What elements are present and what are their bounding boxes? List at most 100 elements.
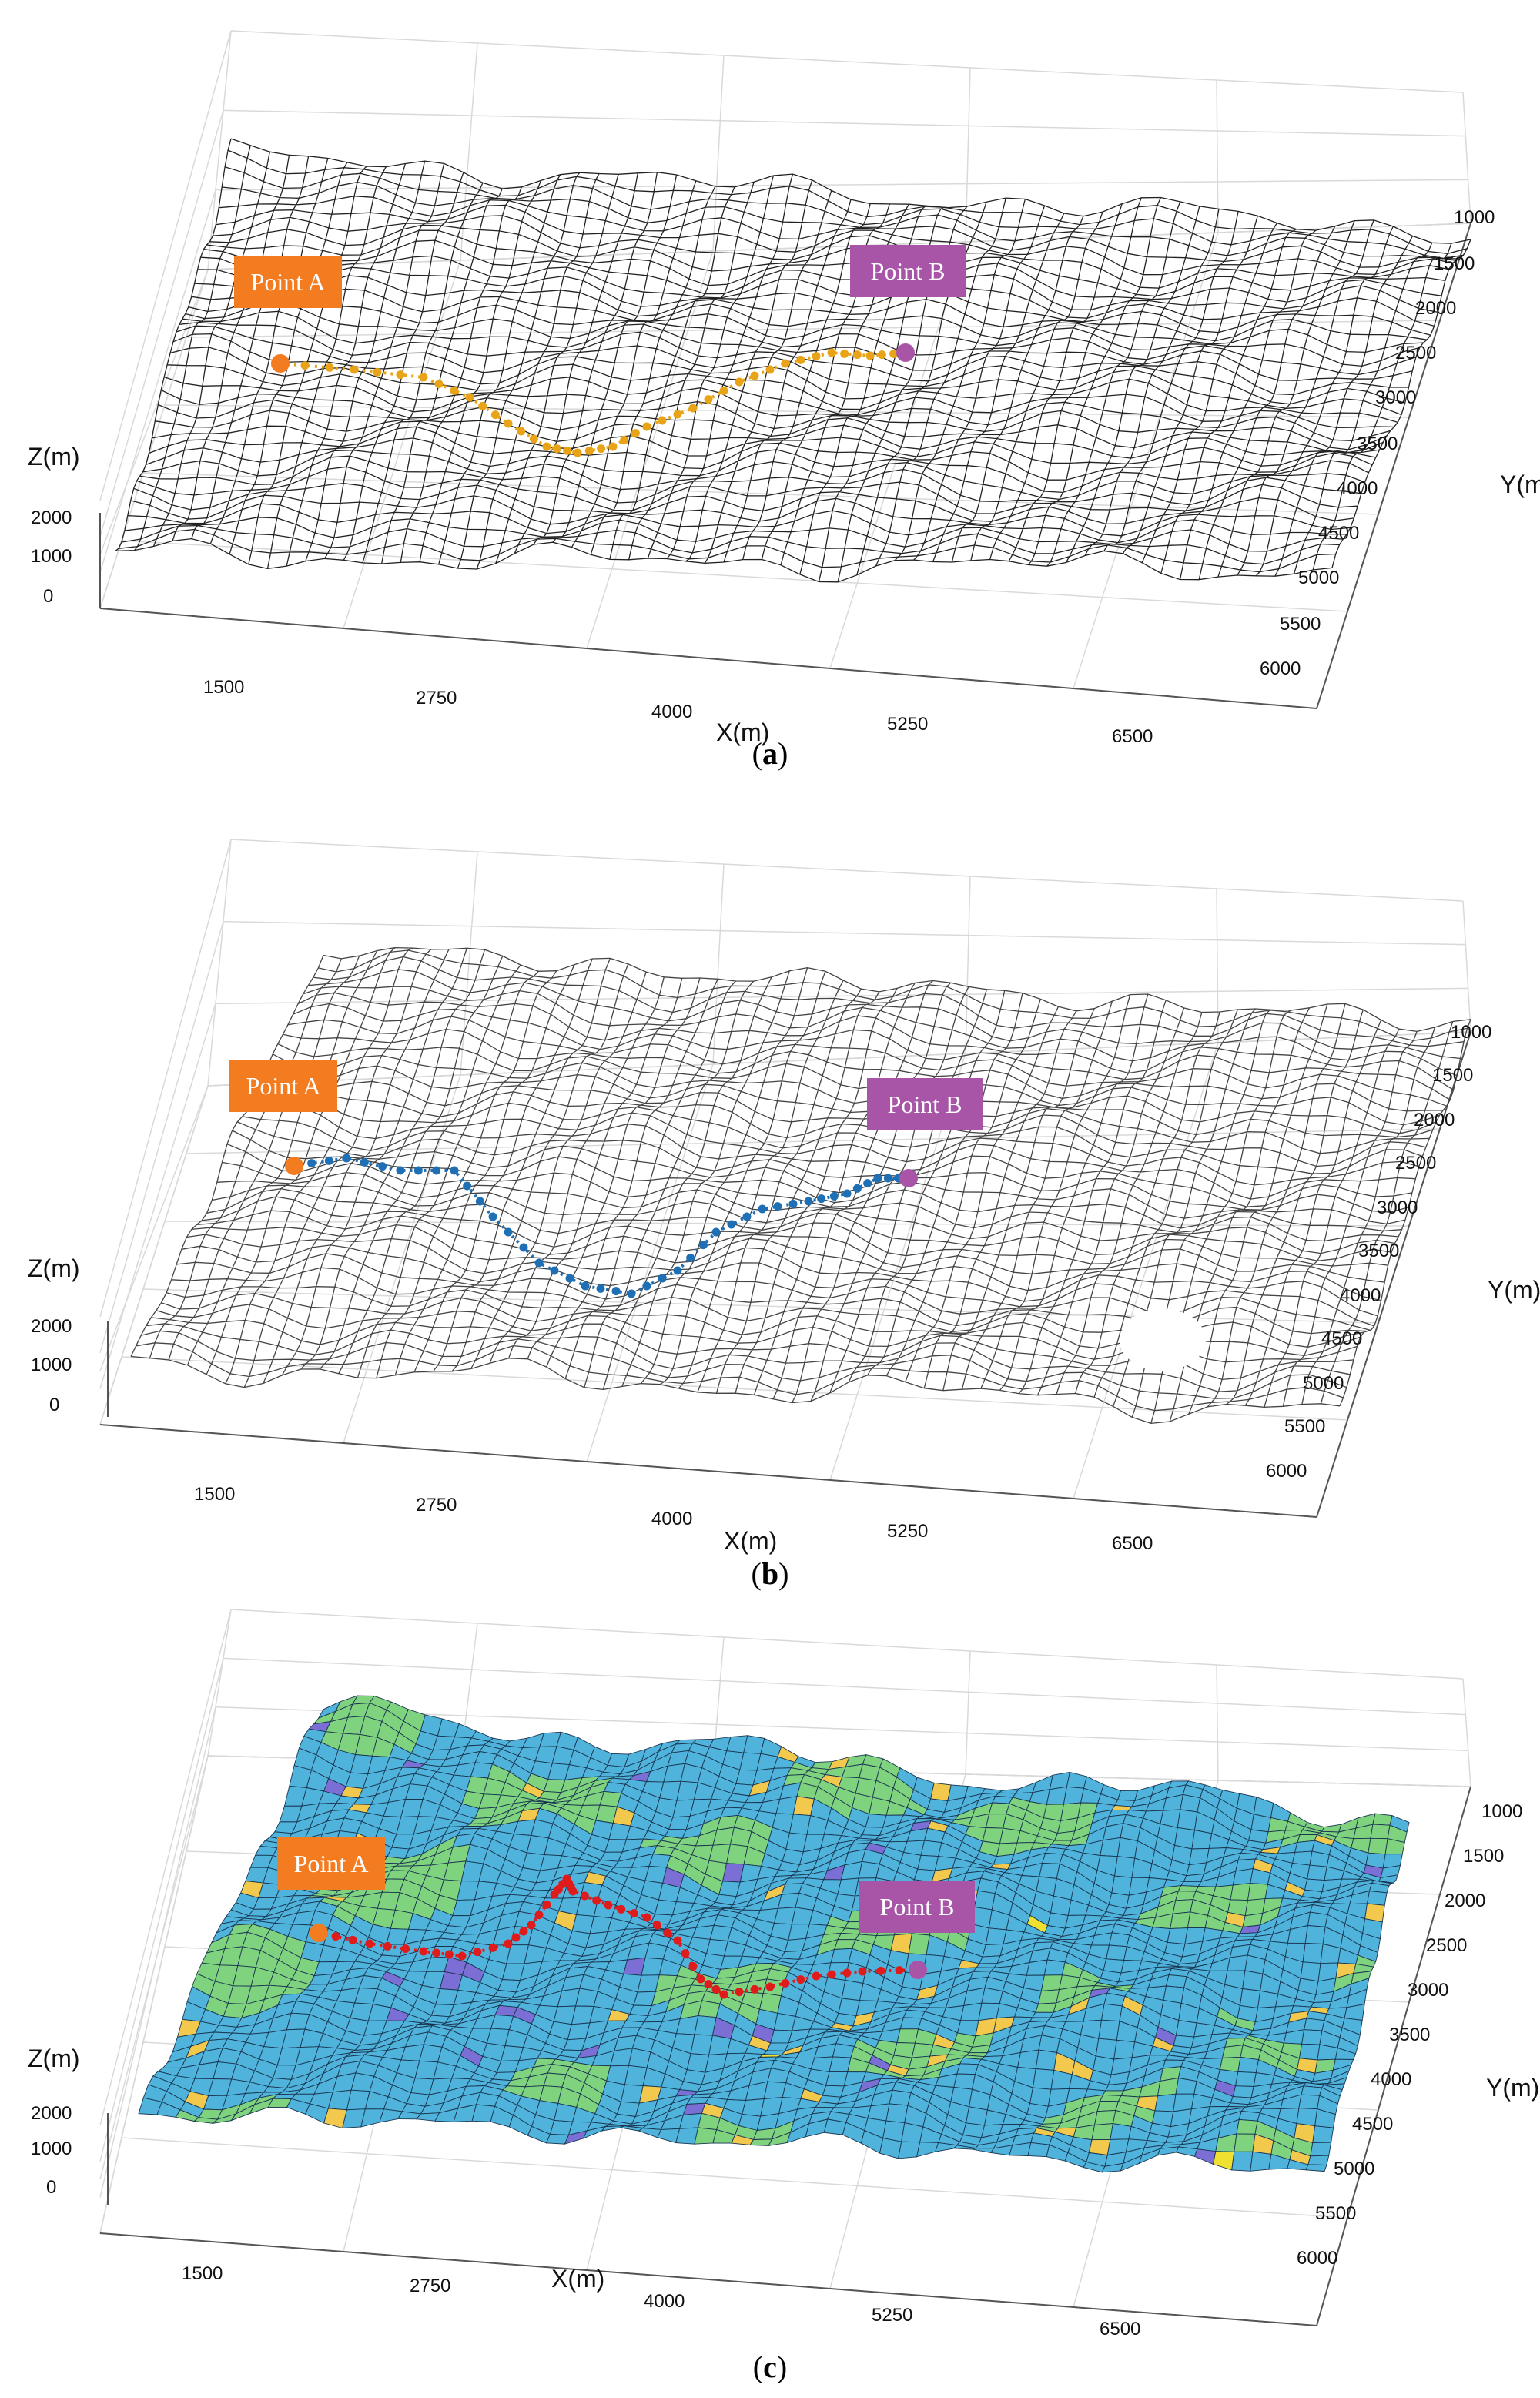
route-waypoint [673, 1266, 682, 1275]
back-wall-vertical [712, 55, 725, 252]
route-waypoint [631, 429, 640, 438]
route-waypoint [658, 416, 667, 425]
box-gridlines [99, 839, 1472, 1518]
surface-cell [823, 2118, 847, 2135]
route-path [314, 1874, 919, 1999]
mesh-column-line [533, 172, 658, 545]
mesh-column-line [1331, 239, 1471, 568]
floor-gridline-x [1073, 1042, 1219, 1499]
route-waypoint [348, 1935, 357, 1944]
route-waypoint [840, 349, 849, 358]
z-tick-label: 2000 [31, 507, 72, 528]
side-wall-gridline [99, 1755, 209, 2234]
surface-cell [841, 1979, 864, 2001]
wall-edge-right [1462, 92, 1471, 224]
back-wall-gridline [230, 839, 1464, 902]
wall-edge-front [99, 1085, 209, 1371]
surface-cell [1250, 2151, 1272, 2172]
wall-edge-front [99, 269, 209, 555]
surface-cell [1032, 2011, 1054, 2018]
z-axis-label: Z(m) [28, 443, 80, 471]
route-waypoint [629, 1909, 638, 1918]
mesh-column-line [527, 977, 701, 1359]
mesh-column-line [810, 986, 969, 1402]
point-b-label-text: Point B [880, 1893, 955, 1921]
surface-cell [1172, 1899, 1194, 1914]
mesh-column-line [149, 958, 342, 1358]
route-waypoint [842, 1968, 852, 1978]
surface-cell [1221, 2045, 1244, 2058]
mesh-row-line [191, 288, 1424, 353]
route-waypoint [450, 386, 459, 395]
surface-cell [1177, 1885, 1200, 1892]
route-path [290, 1154, 909, 1298]
surface-cell [1247, 1883, 1268, 1901]
route-waypoint [812, 352, 821, 361]
route-waypoint [773, 1202, 782, 1211]
mesh-column-line [266, 166, 387, 569]
route-waypoint [608, 442, 618, 451]
mesh-column-line [1046, 201, 1181, 567]
z-tick-label: 1000 [31, 546, 72, 567]
y-tick-label: 5000 [1298, 568, 1339, 588]
surface-cell [773, 2012, 796, 2031]
y-tick-label: 6000 [1266, 1461, 1307, 1482]
floor-gridline-y [186, 320, 1441, 338]
y-tick-label: 2000 [1414, 1110, 1455, 1130]
y-tick-label: 5500 [1284, 1416, 1325, 1437]
route-waypoint [565, 1274, 574, 1283]
mesh-column-line [609, 186, 735, 560]
route-waypoint [342, 1154, 351, 1163]
route-waypoint [877, 350, 886, 360]
mesh-column-line [1056, 1012, 1203, 1395]
caption-c-letter: c [763, 2349, 777, 2384]
route-waypoint [852, 350, 862, 360]
mesh-column-line [343, 172, 464, 561]
route-waypoint [463, 1181, 472, 1191]
mesh-column-line [886, 999, 1041, 1376]
surface-cell [991, 1795, 1013, 1804]
point-b-marker [899, 1169, 918, 1187]
route-waypoint [673, 410, 682, 419]
x-tick-label: 6500 [1112, 726, 1153, 747]
mesh-column-line [324, 163, 445, 559]
surface-cell [1093, 2109, 1116, 2125]
y-tick-label: 1500 [1463, 1846, 1504, 1867]
surface-cell [971, 2148, 995, 2153]
tick-labels: 1500 2750 4000 5250 6500 1000 1500 2000 2500 3000… [31, 1022, 1491, 1554]
mesh-column-line [571, 180, 697, 548]
point-b-label: Point B [859, 1881, 975, 1933]
side-wall-gridline [99, 110, 224, 537]
z-axis-label: Z(m) [28, 2045, 80, 2072]
floor-gridline-x [343, 1074, 461, 1444]
point-a-label-box [234, 256, 342, 308]
z-tick-label: 1000 [31, 1355, 72, 1375]
route-waypoint [842, 1189, 852, 1198]
z-tick-label: 2000 [31, 2103, 72, 2124]
surface-cell [1368, 1837, 1388, 1855]
surface-cell [1194, 2148, 1217, 2165]
mesh-column-line [723, 199, 852, 563]
mesh-column-line [451, 963, 629, 1372]
surface-cell [838, 1998, 861, 2017]
route-waypoint [542, 442, 551, 451]
mesh-row-line [188, 298, 1420, 367]
route-waypoint [519, 1927, 528, 1936]
y-tick-label: 1500 [1432, 1065, 1473, 1086]
back-wall-gridline [207, 1031, 1471, 1087]
point-b-label-box [867, 1078, 983, 1130]
route-waypoint [401, 1944, 410, 1954]
mesh-column-line [932, 213, 1065, 562]
y-axis-line [1316, 1786, 1471, 2326]
route-waypoint [573, 448, 582, 457]
route-waypoint [457, 1951, 467, 1961]
y-tick-label: 1000 [1451, 1022, 1491, 1043]
y-tick-label: 5500 [1280, 614, 1321, 635]
mesh-column-line [685, 179, 813, 562]
route-waypoint [663, 1928, 672, 1937]
route-waypoint [300, 361, 310, 370]
y-tick-label: 3000 [1377, 1197, 1418, 1218]
mesh-column-line [115, 138, 232, 551]
route-waypoint [817, 1194, 826, 1204]
x-tick-label: 4000 [651, 702, 692, 722]
